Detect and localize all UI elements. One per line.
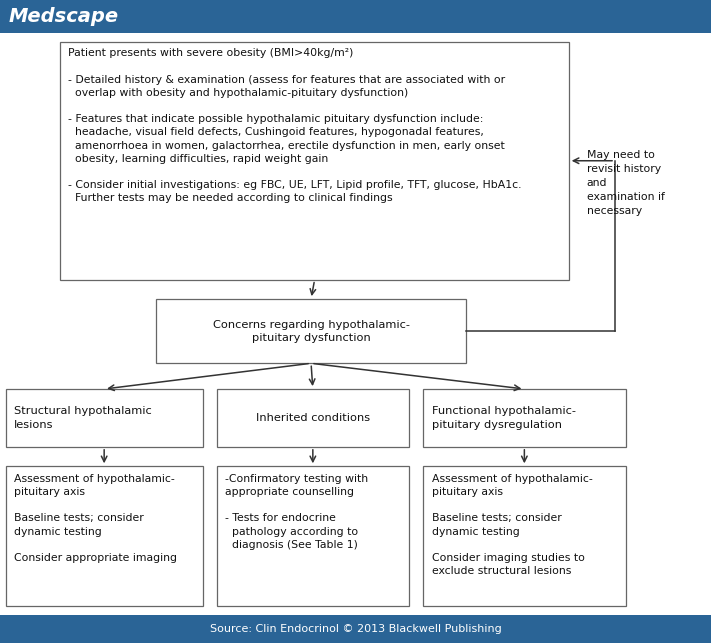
FancyBboxPatch shape [156,299,466,363]
FancyBboxPatch shape [6,389,203,447]
FancyBboxPatch shape [423,389,626,447]
Text: Source: Clin Endocrinol © 2013 Blackwell Publishing: Source: Clin Endocrinol © 2013 Blackwell… [210,624,501,634]
Bar [0,615,711,643]
Text: May need to
revisit history
and
examination if
necessary: May need to revisit history and examinat… [587,150,665,216]
FancyBboxPatch shape [6,466,203,606]
Bar [0,0,711,33]
Text: Concerns regarding hypothalamic-
pituitary dysfunction: Concerns regarding hypothalamic- pituita… [213,320,410,343]
Text: Medscape: Medscape [9,7,119,26]
FancyBboxPatch shape [423,466,626,606]
Text: -Confirmatory testing with
appropriate counselling

- Tests for endocrine
  path: -Confirmatory testing with appropriate c… [225,474,368,550]
Text: Assessment of hypothalamic-
pituitary axis

Baseline tests; consider
dynamic tes: Assessment of hypothalamic- pituitary ax… [14,474,177,563]
FancyBboxPatch shape [60,42,569,280]
Text: Patient presents with severe obesity (BMI>40kg/m²)

- Detailed history & examina: Patient presents with severe obesity (BM… [68,48,521,203]
Text: Assessment of hypothalamic-
pituitary axis

Baseline tests; consider
dynamic tes: Assessment of hypothalamic- pituitary ax… [432,474,592,576]
FancyBboxPatch shape [217,389,409,447]
FancyBboxPatch shape [217,466,409,606]
Text: Structural hypothalamic
lesions: Structural hypothalamic lesions [14,406,152,430]
Text: Functional hypothalamic-
pituitary dysregulation: Functional hypothalamic- pituitary dysre… [432,406,576,430]
Text: Inherited conditions: Inherited conditions [256,413,370,423]
